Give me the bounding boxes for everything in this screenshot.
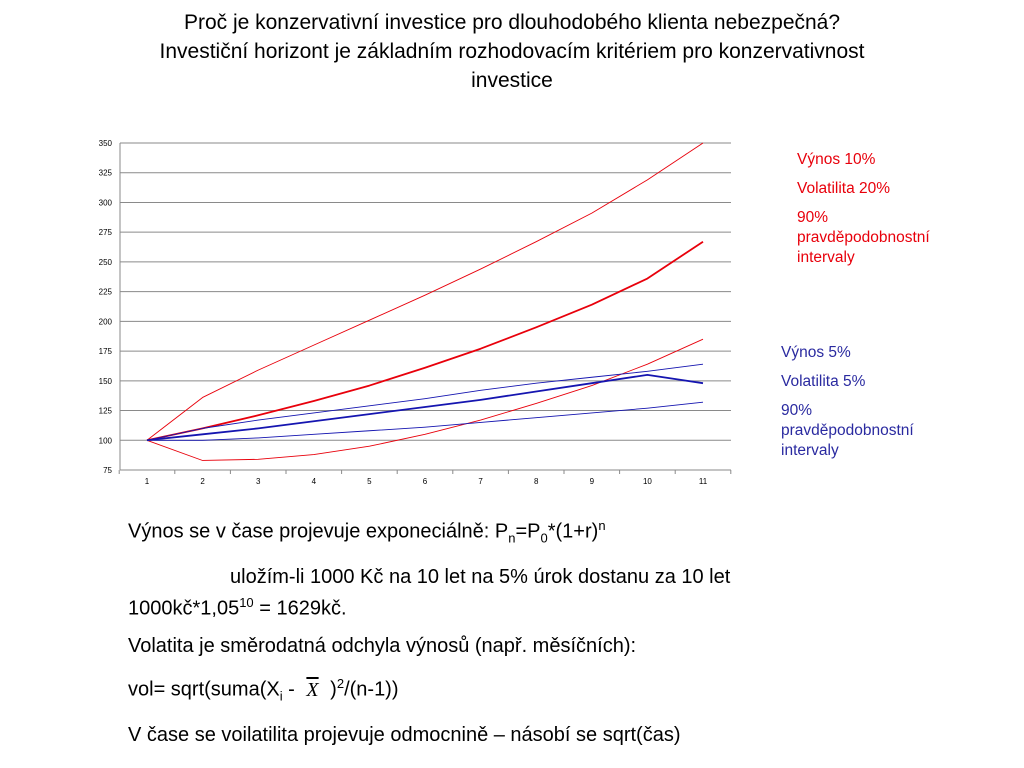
x-tick-label: 10	[643, 477, 652, 486]
x-tick-label: 5	[367, 477, 372, 486]
legend-red-volatility: Volatilita 20%	[797, 180, 891, 197]
series-line-2	[146, 142, 704, 441]
formula-paragraph: Výnos se v čase projevuje exponeciálně: …	[128, 518, 606, 546]
volatility-definition: Volatita je směrodatná odchyla výnosů (n…	[128, 635, 637, 658]
volatility-time-note: V čase se voilatilita projevuje odmocnin…	[128, 723, 681, 746]
slide-title: Proč je konzervativní investice pro dlou…	[40, 8, 984, 95]
y-tick-label: 225	[99, 288, 113, 297]
series-line-6	[147, 401, 704, 441]
y-tick-label: 75	[103, 466, 112, 475]
series-line-3	[146, 338, 704, 461]
x-tick-label: 9	[590, 477, 595, 486]
x-tick-label: 3	[256, 477, 261, 486]
x-tick-label: 11	[699, 477, 708, 486]
y-tick-label: 175	[99, 347, 113, 356]
y-tick-label: 275	[99, 228, 113, 237]
series-line-1	[146, 240, 704, 442]
slide-body: Výnos se v čase projevuje exponeciálně: …	[128, 513, 898, 760]
y-tick-label: 250	[99, 258, 113, 267]
series-line-4	[146, 373, 704, 442]
legend-red-interval: 90% pravděpodobnostní intervaly	[797, 209, 930, 266]
volatility-formula: vol= sqrt(suma(Xi - X )2/(n-1))	[128, 676, 399, 704]
legend-blue-volatility: Volatilita 5%	[781, 373, 866, 390]
y-tick-label: 200	[99, 317, 113, 326]
y-tick-label: 325	[99, 169, 113, 178]
legend-red-return: Výnos 10%	[797, 151, 876, 168]
x-tick-label: 6	[423, 477, 428, 486]
title-line-2: Investiční horizont je základním rozhodo…	[159, 40, 865, 63]
x-tick-label: 1	[145, 477, 150, 486]
x-tick-label: 2	[200, 477, 205, 486]
legend-blue-return: Výnos 5%	[781, 344, 851, 361]
title-line-3: investice	[471, 69, 553, 92]
legend-blue: Výnos 5% Volatilita 5% 90% pravděpodobno…	[781, 343, 981, 470]
legend-red: Výnos 10% Volatilita 20% 90% pravděpodob…	[797, 150, 997, 277]
y-tick-label: 300	[99, 198, 113, 207]
y-tick-label: 125	[99, 407, 113, 416]
y-tick-label: 100	[99, 436, 113, 445]
example-paragraph: uložím-li 1000 Kč na 10 let na 5% úrok d…	[128, 565, 731, 620]
x-tick-label: 7	[478, 477, 483, 486]
legend-blue-interval: 90% pravděpodobnostní intervaly	[781, 402, 914, 459]
title-line-1: Proč je konzervativní investice pro dlou…	[183, 11, 841, 34]
series-line-5	[146, 363, 704, 441]
x-tick-label: 8	[534, 477, 539, 486]
y-tick-label: 350	[99, 139, 113, 148]
x-tick-label: 4	[312, 477, 317, 486]
y-tick-label: 150	[99, 377, 113, 386]
